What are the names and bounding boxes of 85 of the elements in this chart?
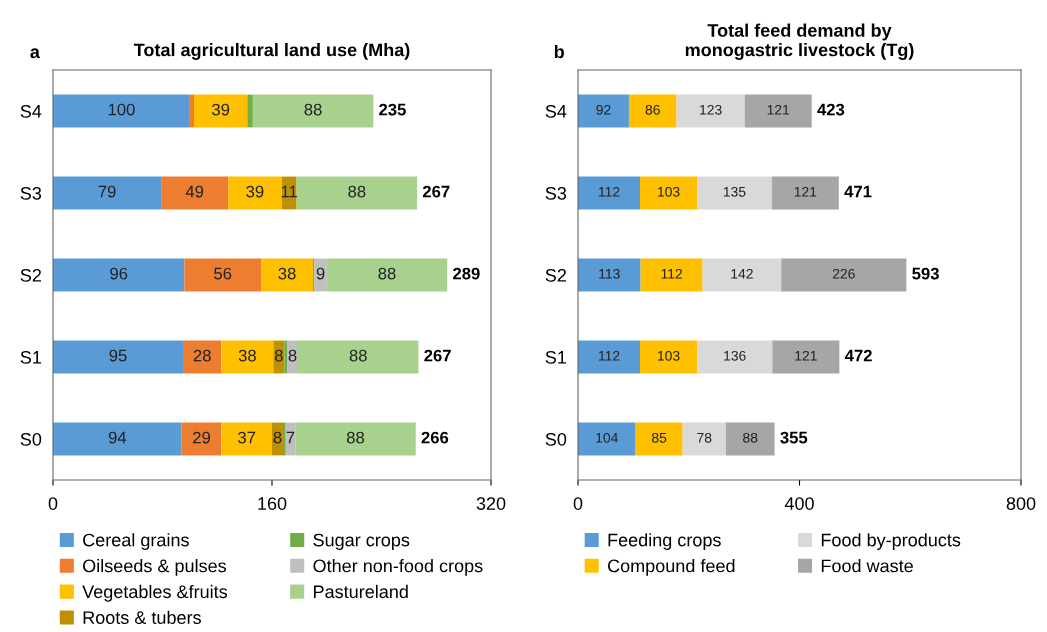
total-label: 593	[912, 267, 939, 280]
data-label: 112	[599, 186, 620, 197]
text: b	[554, 44, 564, 59]
data-label: 88	[346, 431, 365, 444]
data-label: 94	[108, 431, 127, 444]
total-label: 471	[844, 185, 872, 198]
y-tick-label: S1	[20, 350, 42, 364]
data-label: 38	[238, 349, 256, 362]
y-tick-label: S1	[545, 350, 567, 364]
data-label: 121	[795, 350, 817, 361]
chart-title: Total agricultural land use (Mha)	[133, 43, 410, 60]
data-label: 79	[98, 185, 116, 198]
data-label: 121	[794, 186, 817, 197]
total-label: 355	[780, 431, 808, 444]
data-label: 123	[700, 104, 722, 115]
x-tick-label: 800	[1006, 497, 1036, 510]
data-label: 121	[767, 104, 790, 115]
legend-label: Roots & tubers	[83, 610, 201, 624]
data-label: 49	[185, 185, 204, 198]
data-label: 88	[743, 432, 758, 443]
legend-label: Sugar crops	[313, 533, 410, 550]
data-label: 56	[214, 267, 232, 280]
data-label: 38	[278, 267, 296, 280]
data-label: 88	[348, 185, 366, 198]
data-label: 8	[273, 431, 282, 444]
data-label: 9	[316, 267, 325, 280]
legend-label: Vegetables &fruits	[82, 584, 228, 602]
x-tick-label: 320	[476, 497, 506, 510]
data-label: 96	[110, 267, 128, 280]
legend-label: Feeding crops	[608, 533, 721, 550]
total-label: 235	[379, 103, 406, 116]
data-label: 7	[286, 431, 295, 444]
data-label: 92	[596, 104, 611, 115]
x-tick-label: 160	[258, 497, 287, 510]
legend-label: Pastureland	[314, 584, 408, 599]
legend-label: Food waste	[821, 559, 913, 573]
y-tick-label: S0	[20, 432, 42, 446]
data-label: 136	[724, 350, 746, 361]
legend-label: Oilseeds & pulses	[83, 559, 227, 576]
data-label: 142	[731, 268, 753, 279]
data-label: 88	[349, 349, 367, 362]
data-label: 28	[193, 349, 211, 362]
total-label: 266	[421, 431, 449, 444]
legend-label: Food by-products	[821, 533, 961, 550]
chart-title: Total feed demand by monogastric livestock (Tg)	[685, 23, 914, 60]
total-label: 267	[422, 185, 450, 198]
y-tick-label: S2	[20, 268, 41, 282]
data-label: 112	[599, 350, 620, 361]
total-label: 267	[424, 349, 451, 362]
legend-label: Compound feed	[607, 559, 735, 576]
x-tick-label: 0	[48, 497, 58, 510]
data-label: 95	[109, 349, 127, 362]
data-label: 78	[697, 432, 712, 443]
data-label: 103	[658, 350, 680, 361]
y-tick-label: S4	[20, 104, 42, 118]
data-label: 39	[246, 185, 264, 198]
y-tick-label: S0	[545, 432, 567, 446]
total-label: 472	[844, 349, 872, 362]
data-label: 113	[599, 268, 620, 279]
data-label: 112	[661, 268, 682, 279]
y-tick-label: S2	[545, 268, 566, 282]
data-label: 103	[658, 186, 680, 197]
data-label: 85	[652, 432, 667, 443]
total-label: 289	[453, 267, 480, 280]
data-label: 8	[288, 349, 297, 362]
data-label: 226	[832, 268, 855, 279]
y-tick-label: S3	[20, 186, 42, 200]
y-tick-label: S3	[545, 186, 567, 200]
data-label: 88	[304, 103, 322, 116]
legend-label: Other non-food crops	[313, 559, 483, 576]
legend-label: Cereal grains	[83, 533, 189, 550]
data-label: 104	[596, 432, 618, 443]
y-tick-label: S4	[545, 104, 567, 118]
x-tick-label: 0	[573, 497, 583, 510]
x-tick-label: 400	[784, 497, 814, 510]
data-label: 135	[723, 186, 746, 197]
text: a	[30, 48, 40, 59]
data-label: 88	[378, 267, 396, 280]
data-label: 29	[193, 431, 210, 444]
data-label: 8	[274, 349, 283, 362]
total-label: 423	[817, 103, 845, 116]
data-label: 100	[108, 103, 135, 116]
data-label: 39	[212, 103, 230, 116]
data-label: 37	[238, 431, 256, 444]
data-label: 86	[645, 104, 660, 115]
